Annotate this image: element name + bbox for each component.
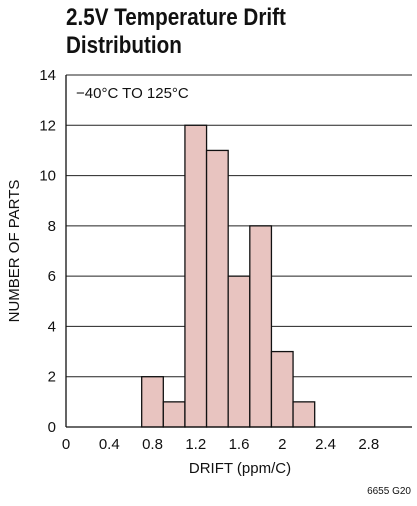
x-tick-label-0: 0 bbox=[62, 436, 70, 453]
x-tick-label-6: 2.4 bbox=[315, 436, 336, 453]
x-tick-label-4: 1.6 bbox=[229, 436, 250, 453]
y-tick-label-10: 10 bbox=[39, 168, 56, 185]
x-tick-label-3: 1.2 bbox=[185, 436, 206, 453]
x-tick-label-5: 2 bbox=[278, 436, 286, 453]
bar-2 bbox=[184, 124, 208, 428]
tick-labels: 0 2 4 6 8 10 12 14 0 0.4 0.8 1.2 1.6 2 2.4 2.8 bbox=[39, 67, 379, 453]
temperature-range-annotation: −40°C TO 125°C bbox=[76, 85, 189, 102]
y-tick-label-4: 4 bbox=[48, 318, 56, 335]
bars bbox=[141, 124, 316, 428]
y-tick-label-14: 14 bbox=[39, 67, 56, 84]
y-tick-label-6: 6 bbox=[48, 268, 56, 285]
x-tick-label-7: 2.8 bbox=[358, 436, 379, 453]
figure-code: 6655 G20 bbox=[367, 486, 411, 497]
y-tick-label-8: 8 bbox=[48, 218, 56, 235]
chart-title: 2.5V Temperature Drift Distribution bbox=[66, 4, 286, 59]
x-tick-label-2: 0.8 bbox=[142, 436, 163, 453]
bar-3 bbox=[205, 149, 229, 428]
axes bbox=[65, 75, 412, 428]
x-tick-label-1: 0.4 bbox=[99, 436, 120, 453]
bar-1 bbox=[162, 401, 186, 428]
y-tick-label-12: 12 bbox=[39, 117, 56, 134]
bar-0 bbox=[141, 376, 164, 428]
bar-7 bbox=[292, 401, 316, 428]
bar-6 bbox=[270, 350, 294, 428]
y-tick-label-2: 2 bbox=[48, 369, 56, 386]
y-axis-label: NUMBER OF PARTS bbox=[6, 180, 23, 323]
y-tick-label-0: 0 bbox=[48, 419, 56, 436]
bar-5 bbox=[249, 225, 273, 428]
bar-4 bbox=[227, 275, 251, 428]
x-axis-label: DRIFT (ppm/C) bbox=[189, 460, 291, 477]
